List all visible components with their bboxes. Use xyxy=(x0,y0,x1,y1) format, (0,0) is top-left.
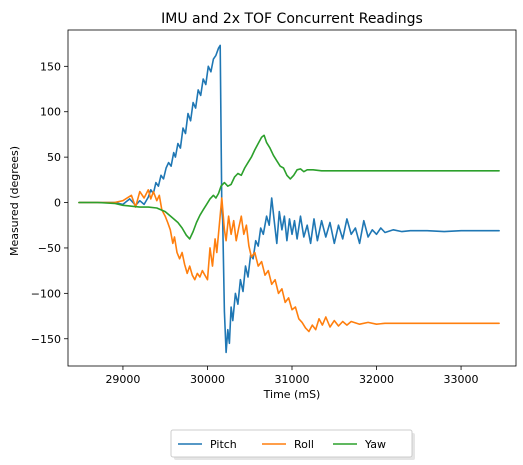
legend-box xyxy=(170,429,413,458)
y-tick-label: 100 xyxy=(40,106,61,119)
y-tick-label: 50 xyxy=(47,151,61,164)
y-tick-label: −150 xyxy=(31,333,61,346)
chart-title: IMU and 2x TOF Concurrent Readings xyxy=(161,11,423,27)
legend-roll-label: Roll xyxy=(294,438,314,451)
plot-frame xyxy=(67,29,517,367)
x-axis-ticks: 29000 30000 31000 32000 33000 xyxy=(105,366,479,386)
x-axis-label: Time (mS) xyxy=(263,388,321,401)
legend-pitch-label: Pitch xyxy=(210,438,237,451)
x-tick-label: 30000 xyxy=(190,373,225,386)
legend: Pitch Roll Yaw xyxy=(170,429,415,460)
x-tick-label: 29000 xyxy=(105,373,140,386)
y-axis-label: Measured (degrees) xyxy=(8,146,21,256)
y-axis-ticks: −150 −100 −50 0 50 100 150 xyxy=(31,60,68,346)
x-tick-label: 33000 xyxy=(444,373,479,386)
legend-yaw-label: Yaw xyxy=(364,438,386,451)
y-tick-label: −50 xyxy=(38,242,61,255)
series-line-pitch xyxy=(78,44,500,354)
x-tick-label: 31000 xyxy=(275,373,310,386)
y-tick-label: −100 xyxy=(31,287,61,300)
x-tick-label: 32000 xyxy=(359,373,394,386)
y-tick-label: 150 xyxy=(40,60,61,73)
plot-lines xyxy=(78,44,500,354)
series-line-yaw xyxy=(78,134,500,240)
y-tick-label: 0 xyxy=(54,197,61,210)
series-line-roll xyxy=(78,189,500,333)
